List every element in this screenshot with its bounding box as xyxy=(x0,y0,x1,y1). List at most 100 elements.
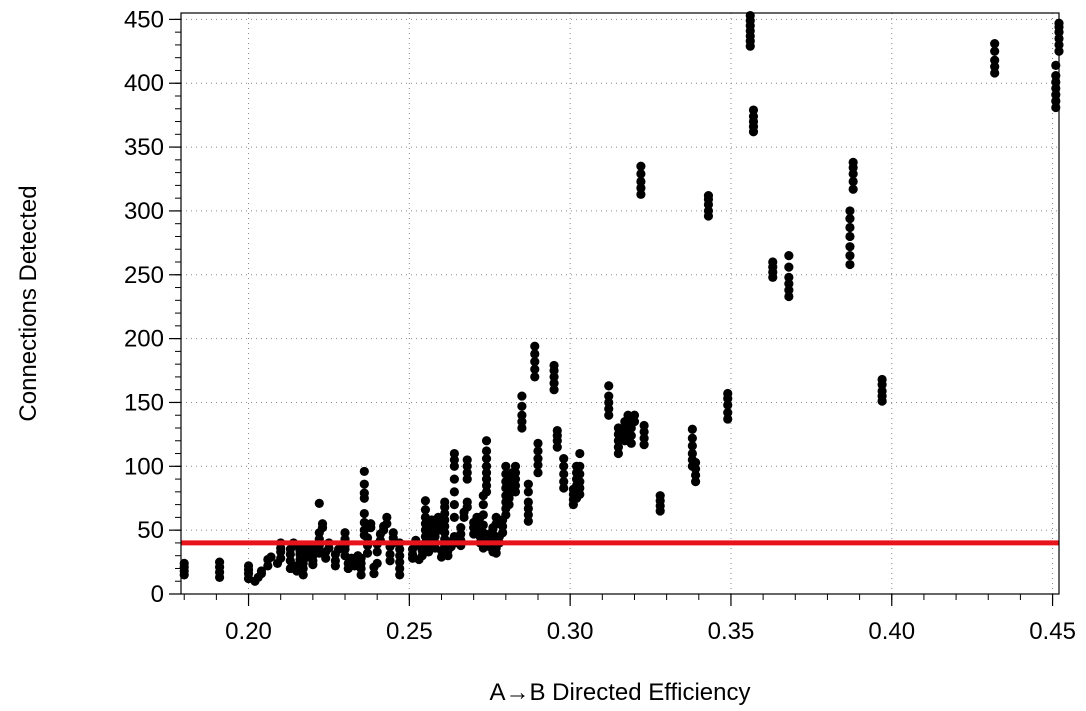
gridlines xyxy=(181,13,1059,595)
data-point xyxy=(575,448,585,459)
data-point xyxy=(748,105,759,115)
data-point xyxy=(530,364,540,374)
y-tick-label: 350 xyxy=(124,134,164,161)
data-point xyxy=(385,556,395,566)
data-point xyxy=(559,461,569,471)
data-point xyxy=(604,410,614,420)
data-point xyxy=(845,242,855,252)
data-point xyxy=(449,448,459,459)
data-point xyxy=(359,466,369,477)
data-point xyxy=(523,479,533,489)
data-point xyxy=(784,251,794,261)
data-point xyxy=(523,503,533,514)
data-point xyxy=(655,491,665,501)
data-point xyxy=(340,528,350,538)
data-point xyxy=(690,477,701,487)
data-point xyxy=(356,553,366,563)
data-point xyxy=(613,436,623,446)
data-point xyxy=(533,438,543,448)
data-point xyxy=(613,448,623,459)
data-point xyxy=(462,455,472,465)
data-point xyxy=(549,360,559,371)
y-tick-label: 450 xyxy=(124,6,164,33)
data-point xyxy=(481,436,492,446)
data-point xyxy=(481,474,492,484)
data-point xyxy=(604,404,614,414)
y-tick-label: 0 xyxy=(151,581,164,608)
data-point xyxy=(990,46,1000,56)
data-point xyxy=(481,454,492,464)
data-point xyxy=(276,553,286,563)
data-point xyxy=(690,470,701,480)
y-axis: 0 50 100 150 200 250 300 350 400 450 xyxy=(124,6,181,608)
data-point xyxy=(517,391,527,401)
data-point xyxy=(456,523,466,533)
data-point xyxy=(510,480,521,491)
data-point xyxy=(636,183,646,193)
data-point xyxy=(449,455,459,465)
x-axis: 0.20 0.25 0.30 0.35 0.40 0.45 xyxy=(183,594,1076,645)
data-point xyxy=(990,62,1000,72)
data-point xyxy=(1051,60,1061,70)
data-point xyxy=(298,570,308,580)
data-point xyxy=(877,386,887,396)
data-point xyxy=(877,374,887,385)
data-point xyxy=(626,431,636,441)
y-tick-label: 400 xyxy=(124,70,164,97)
data-point xyxy=(639,420,649,431)
data-point xyxy=(359,488,369,498)
data-point xyxy=(613,423,623,433)
data-point xyxy=(636,189,646,199)
x-tick-label: 0.40 xyxy=(868,618,915,645)
data-point xyxy=(420,505,431,515)
data-point xyxy=(530,341,540,351)
data-point xyxy=(768,257,778,267)
data-point xyxy=(784,285,794,295)
data-point xyxy=(559,454,569,464)
data-point xyxy=(687,433,697,443)
data-point xyxy=(420,496,431,506)
data-point xyxy=(356,570,366,580)
data-point xyxy=(517,401,527,411)
data-point xyxy=(575,483,585,493)
data-point xyxy=(559,483,569,493)
data-point xyxy=(523,487,533,497)
data-point xyxy=(687,424,697,434)
x-tick-label: 0.35 xyxy=(708,618,755,645)
data-point xyxy=(382,512,392,522)
data-point xyxy=(256,566,267,576)
data-point xyxy=(481,487,492,497)
data-point xyxy=(784,291,794,302)
data-point xyxy=(440,528,450,538)
data-point xyxy=(848,184,858,194)
data-point xyxy=(362,548,373,558)
data-point xyxy=(723,414,733,424)
data-point xyxy=(575,461,585,471)
data-point xyxy=(629,417,640,427)
data-point xyxy=(314,498,324,508)
data-point xyxy=(639,440,649,450)
data-point xyxy=(321,553,331,563)
data-point xyxy=(462,461,472,471)
data-point xyxy=(510,461,521,471)
data-point xyxy=(703,206,714,216)
data-point xyxy=(440,515,450,525)
x-tick-label: 0.30 xyxy=(547,618,594,645)
y-axis-title: Connections Detected xyxy=(15,185,42,421)
data-point xyxy=(449,487,459,497)
data-point xyxy=(530,349,540,359)
data-point xyxy=(510,474,521,484)
data-point xyxy=(266,552,276,562)
data-point xyxy=(498,521,508,531)
data-point xyxy=(481,468,492,478)
data-point xyxy=(243,561,254,571)
data-point xyxy=(845,206,855,216)
data-point xyxy=(388,528,398,538)
data-point xyxy=(530,372,540,382)
data-point xyxy=(179,558,189,568)
data-point xyxy=(575,469,585,479)
data-point xyxy=(462,468,472,478)
data-point xyxy=(362,533,373,543)
data-point xyxy=(990,39,1000,49)
